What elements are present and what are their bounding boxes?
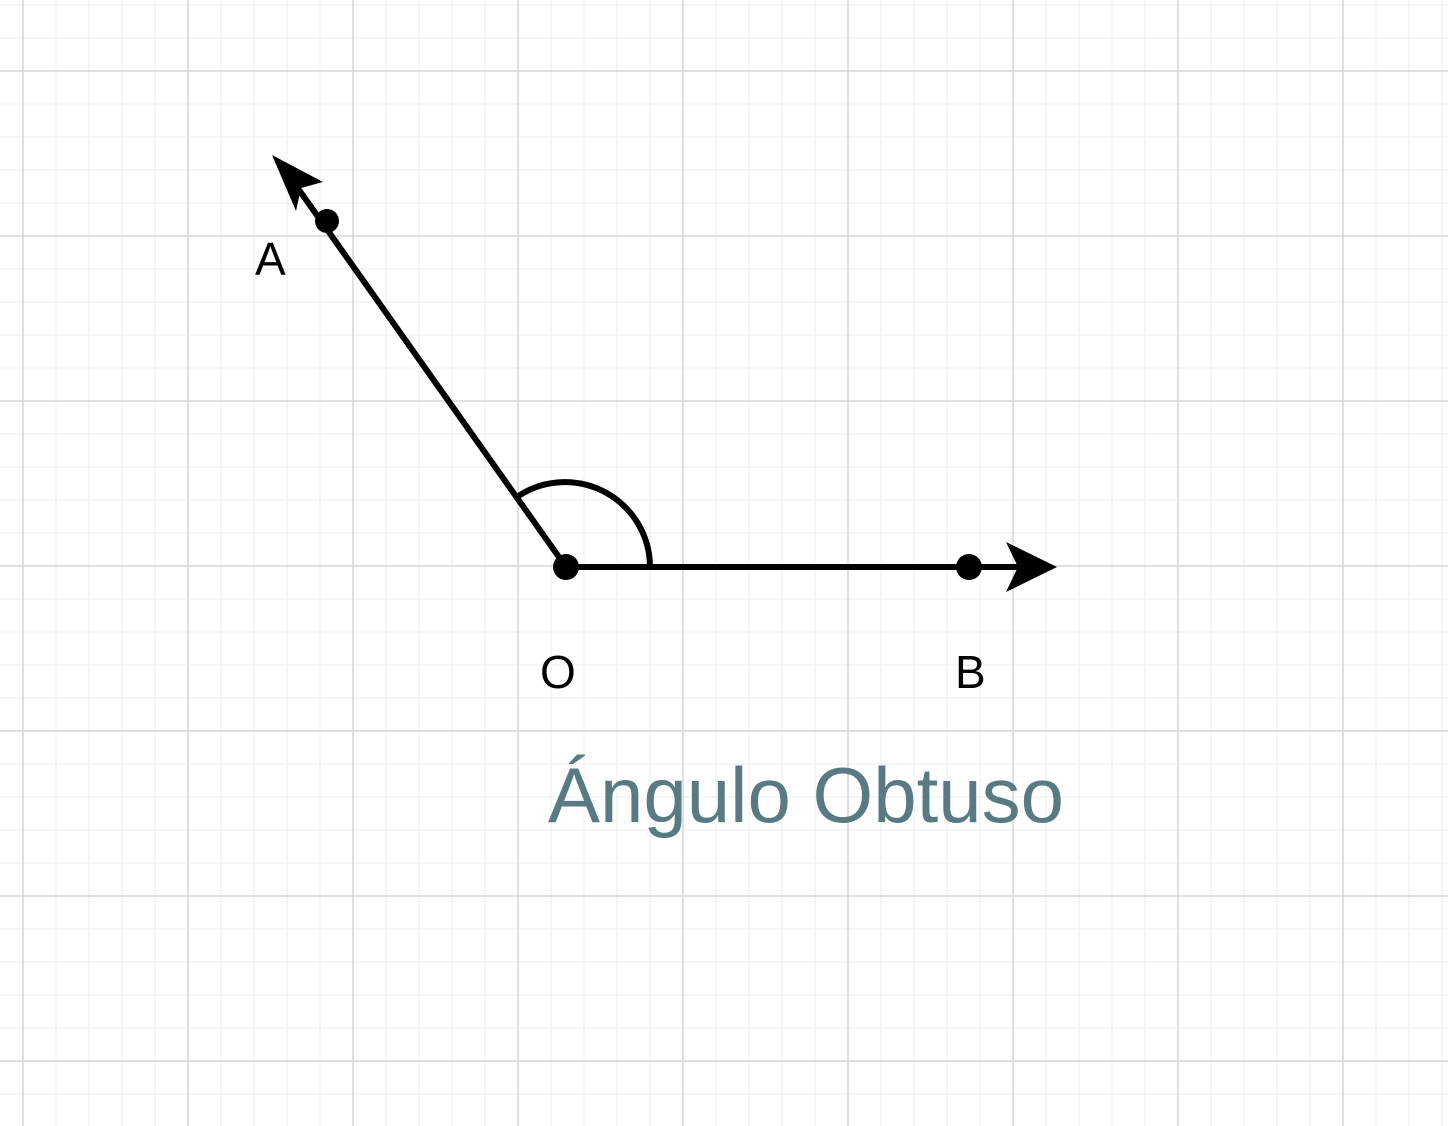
point-o bbox=[553, 554, 579, 580]
point-a bbox=[315, 209, 339, 233]
diagram-title: Ángulo Obtuso bbox=[548, 751, 1064, 839]
label-a: A bbox=[255, 233, 286, 285]
ray-oa-arrowhead bbox=[272, 155, 323, 211]
point-b bbox=[956, 554, 982, 580]
angle-arc bbox=[517, 479, 653, 570]
ray-oa bbox=[289, 177, 569, 570]
ray-ob-arrowhead bbox=[1006, 542, 1057, 592]
label-o: O bbox=[540, 646, 576, 698]
label-b: B bbox=[955, 646, 986, 698]
